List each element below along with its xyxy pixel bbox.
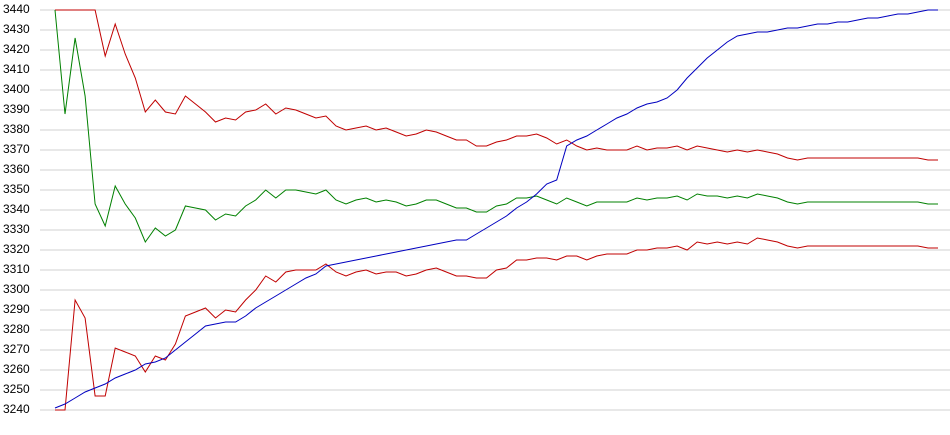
y-tick-label: 3300: [3, 282, 30, 296]
y-tick-label: 3440: [3, 2, 30, 16]
y-tick-label: 3280: [3, 322, 30, 336]
y-tick-label: 3290: [3, 302, 30, 316]
y-tick-label: 3250: [3, 382, 30, 396]
y-tick-label: 3410: [3, 62, 30, 76]
y-tick-label: 3390: [3, 102, 30, 116]
y-tick-label: 3240: [3, 402, 30, 416]
y-tick-label: 3380: [3, 122, 30, 136]
y-tick-label: 3420: [3, 42, 30, 56]
series-line: [54, 9, 938, 409]
y-tick-label: 3260: [3, 362, 30, 376]
y-tick-label: 3400: [3, 82, 30, 96]
y-tick-label: 3310: [3, 262, 30, 276]
y-tick-label: 3360: [3, 162, 30, 176]
y-tick-label: 3370: [3, 142, 30, 156]
y-tick-label: 3340: [3, 202, 30, 216]
series-line: [54, 9, 938, 244]
y-tick-label: 3330: [3, 222, 30, 236]
y-tick-label: 3270: [3, 342, 30, 356]
series-line: [55, 9, 938, 161]
y-tick-label: 3320: [3, 242, 30, 256]
y-tick-label: 3430: [3, 22, 30, 36]
series-line: [55, 237, 938, 411]
y-tick-label: 3350: [3, 182, 30, 196]
